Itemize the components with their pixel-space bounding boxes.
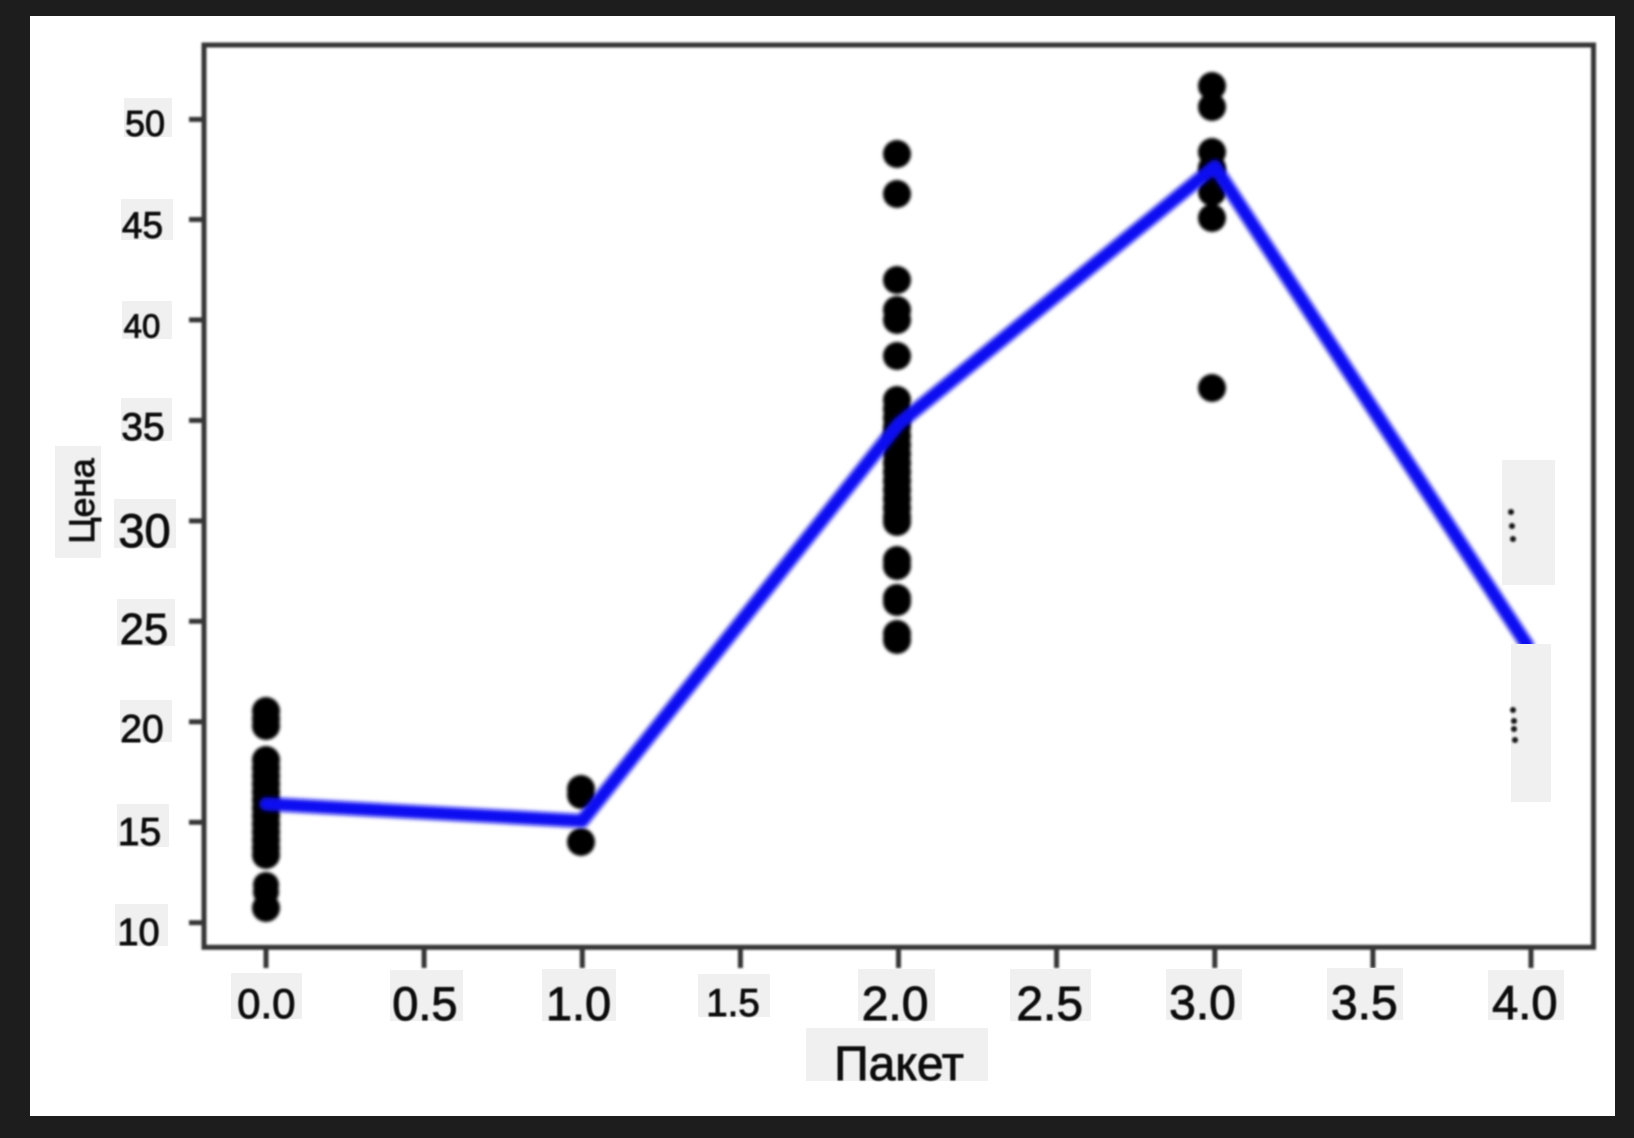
svg-text:2.0: 2.0 bbox=[862, 978, 929, 1031]
svg-text:40: 40 bbox=[124, 308, 161, 345]
svg-text:35: 35 bbox=[121, 406, 164, 449]
svg-text:2.5: 2.5 bbox=[1016, 978, 1083, 1031]
svg-text:0.0: 0.0 bbox=[237, 980, 295, 1027]
svg-text:3.0: 3.0 bbox=[1169, 977, 1236, 1030]
svg-text:3.5: 3.5 bbox=[1331, 977, 1398, 1030]
svg-text:20: 20 bbox=[120, 708, 163, 751]
svg-text:50: 50 bbox=[125, 103, 165, 144]
svg-text:Пакет: Пакет bbox=[834, 1038, 964, 1091]
svg-text:10: 10 bbox=[117, 912, 159, 954]
svg-text:30: 30 bbox=[118, 504, 170, 557]
svg-text:1.5: 1.5 bbox=[706, 982, 760, 1025]
svg-text:45: 45 bbox=[122, 205, 163, 246]
svg-text:Цена: Цена bbox=[62, 458, 102, 544]
svg-text:1.0: 1.0 bbox=[546, 977, 611, 1030]
svg-text:15: 15 bbox=[118, 811, 161, 854]
svg-text:25: 25 bbox=[120, 606, 168, 654]
svg-text:0.5: 0.5 bbox=[392, 977, 457, 1030]
svg-text:4.0: 4.0 bbox=[1492, 976, 1557, 1029]
